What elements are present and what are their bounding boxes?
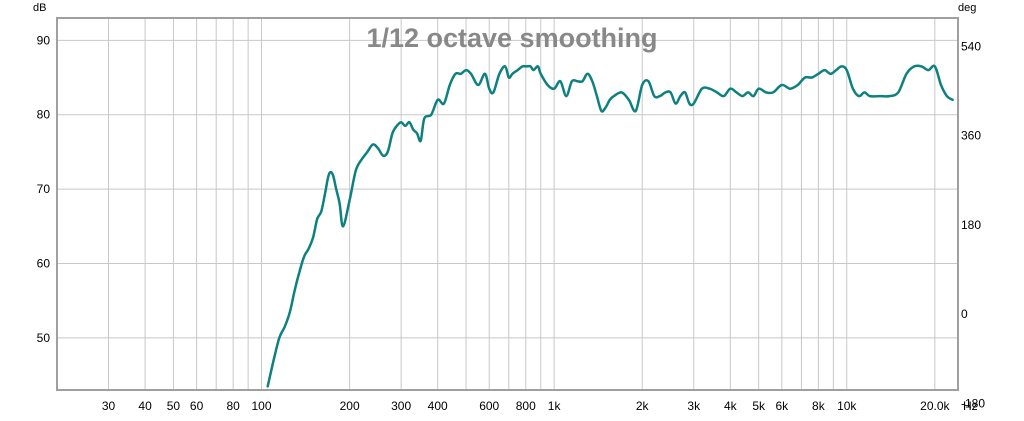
x-tick-label: 40 (138, 399, 152, 413)
x-tick-label: 80 (226, 399, 240, 413)
chart-title: 1/12 octave smoothing (366, 23, 657, 53)
x-tick-label: 6k (775, 399, 789, 413)
x-tick-label: 800 (516, 399, 536, 413)
y-tick-label: 90 (37, 33, 51, 47)
y2-tick-label: 0 (961, 307, 968, 321)
x-axis-unit: Hz (963, 399, 978, 413)
y-axis-unit: dB (33, 2, 46, 14)
y-tick-label: 60 (37, 257, 51, 271)
x-tick-label: 20.0k (920, 399, 950, 413)
x-tick-label: 30 (102, 399, 116, 413)
x-tick-label: 5k (752, 399, 766, 413)
x-tick-label: 8k (812, 399, 826, 413)
y2-tick-label: 180 (961, 218, 981, 232)
plot-frame (56, 17, 959, 391)
y2-axis-unit: deg (958, 2, 976, 14)
x-tick-label: 1k (548, 399, 562, 413)
x-tick-label: 100 (252, 399, 272, 413)
x-tick-label: 10k (837, 399, 857, 413)
x-tick-label: 60 (190, 399, 204, 413)
x-tick-label: 4k (724, 399, 738, 413)
y2-tick-label: -180 (961, 396, 985, 410)
y-tick-label: 80 (37, 108, 51, 122)
y2-tick-label: 360 (961, 129, 981, 143)
x-tick-label: 200 (340, 399, 360, 413)
tick-labels: 30 40 50 60 80 100 200 300 400 600 800 1k 2k 3k 4k 5k 6k… (37, 33, 986, 413)
y-tick-label: 70 (37, 182, 51, 196)
series-line (266, 64, 954, 388)
x-tick-label: 600 (479, 399, 499, 413)
x-tick-label: 300 (391, 399, 411, 413)
x-tick-label: 3k (687, 399, 701, 413)
x-tick-label: 50 (167, 399, 181, 413)
y-tick-label: 50 (37, 331, 51, 345)
x-tick-label: 400 (428, 399, 448, 413)
x-tick-label: 2k (636, 399, 650, 413)
y2-tick-label: 540 (961, 39, 981, 53)
grid (57, 18, 958, 390)
